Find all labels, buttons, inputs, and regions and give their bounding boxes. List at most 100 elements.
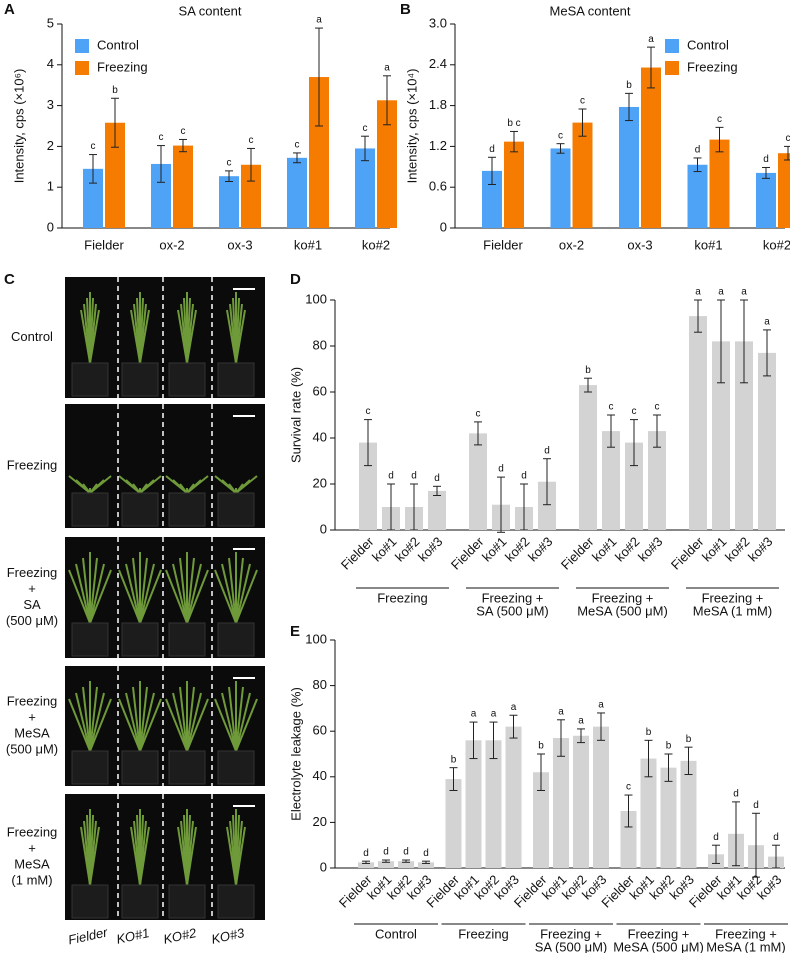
bar xyxy=(756,172,776,228)
bar xyxy=(709,139,730,228)
plant-leaf xyxy=(214,698,237,752)
bar xyxy=(660,767,677,868)
significance-letter: a xyxy=(598,700,604,711)
significance-letter: d xyxy=(763,154,769,165)
plant-leaf xyxy=(235,698,258,752)
group-label: MeSA (1 mM) xyxy=(693,603,772,618)
bar xyxy=(504,141,524,228)
row-label: Freezing xyxy=(7,457,58,472)
significance-letter: a xyxy=(718,287,724,298)
pot xyxy=(168,884,206,919)
x-tick-label: ko#2 xyxy=(722,534,753,565)
y-tick-label: 20 xyxy=(313,814,327,829)
bar xyxy=(219,176,239,228)
bar xyxy=(620,811,637,868)
significance-letter: a xyxy=(741,287,747,298)
row-label: Freezing xyxy=(7,693,58,708)
bar xyxy=(505,726,522,868)
bar xyxy=(445,779,462,868)
x-tick-label: ko#2 xyxy=(763,237,790,252)
pot xyxy=(217,362,255,397)
significance-letter: d xyxy=(423,848,429,859)
plant-leaf xyxy=(186,692,202,752)
significance-letter: d xyxy=(363,848,369,859)
bar xyxy=(469,433,487,530)
plant-leaf xyxy=(75,692,91,752)
plant-leaf xyxy=(139,692,155,752)
plant-leaf xyxy=(82,686,91,752)
plant-leaf xyxy=(235,475,258,494)
plant-leaf xyxy=(165,569,188,624)
plant-leaf xyxy=(118,569,141,624)
plant-leaf xyxy=(179,686,188,752)
plant-leaf xyxy=(179,483,188,494)
row-label: (1 mM) xyxy=(11,872,52,887)
bar xyxy=(579,385,597,530)
plant-leaf xyxy=(139,475,162,494)
significance-letter: d xyxy=(388,471,394,482)
significance-letter: b xyxy=(666,741,672,752)
bar xyxy=(83,168,103,228)
pot xyxy=(217,750,255,785)
significance-letter: b xyxy=(451,754,457,765)
row-label: (500 μM) xyxy=(6,613,58,628)
legend-label: Freezing xyxy=(687,59,738,74)
bar xyxy=(712,341,730,530)
plant-leaf xyxy=(235,692,251,752)
significance-letter: c xyxy=(159,132,164,143)
plant-leaf xyxy=(89,692,105,752)
significance-letter: a xyxy=(648,34,654,45)
significance-letter: c xyxy=(609,402,614,413)
y-tick-label: 80 xyxy=(313,337,327,352)
plant-leaf xyxy=(228,483,237,494)
group-label: Control xyxy=(375,926,417,941)
pot xyxy=(121,492,159,527)
plant-leaf xyxy=(89,569,112,624)
plant-leaf xyxy=(186,569,209,624)
group-label: MeSA (1 mM) xyxy=(706,939,785,953)
bar xyxy=(550,148,571,228)
bar xyxy=(625,442,643,530)
y-tick-label: 60 xyxy=(313,383,327,398)
significance-letter: c xyxy=(181,126,186,137)
x-tick-label: ko#1 xyxy=(294,237,322,252)
plant-leaf xyxy=(186,309,197,364)
y-axis-label: Intensity, cps (×10⁶) xyxy=(11,69,26,184)
plant-leaf xyxy=(139,557,148,624)
group-label: Freezing xyxy=(458,926,509,941)
group-label: Freezing + xyxy=(592,590,654,605)
significance-letter: c xyxy=(655,402,660,413)
plant-leaf xyxy=(186,686,195,752)
bar xyxy=(485,740,502,868)
significance-letter: b xyxy=(646,727,652,738)
bar xyxy=(778,153,790,228)
significance-letter: c xyxy=(366,406,371,417)
x-tick-label: ko#2 xyxy=(612,534,643,565)
plant-leaf xyxy=(235,563,251,624)
significance-letter: a xyxy=(511,702,517,713)
significance-letter: c xyxy=(786,133,790,144)
pot xyxy=(121,622,159,657)
bar xyxy=(687,164,708,228)
bar xyxy=(680,760,697,868)
bar xyxy=(533,772,549,868)
bar xyxy=(641,67,661,229)
group-label: SA (500 μM) xyxy=(535,939,608,953)
plant-leaf xyxy=(221,692,237,752)
x-tick-label: ox-3 xyxy=(227,237,252,252)
pot xyxy=(168,362,206,397)
significance-letter: c xyxy=(249,135,254,146)
legend-swatch xyxy=(665,61,679,75)
legend-swatch xyxy=(75,61,89,75)
x-tick-label: ox-2 xyxy=(159,237,184,252)
y-tick-label: 80 xyxy=(313,677,327,692)
panel-label: B xyxy=(400,1,411,18)
y-axis-label: Intensity, cps (×10⁴) xyxy=(404,69,419,184)
significance-letter: b c xyxy=(507,118,520,129)
significance-letter: c xyxy=(717,114,722,125)
pot xyxy=(71,622,109,657)
significance-letter: d xyxy=(695,145,701,156)
significance-letter: d xyxy=(411,471,417,482)
x-tick-label: ko#1 xyxy=(369,534,400,565)
bar xyxy=(602,431,620,530)
